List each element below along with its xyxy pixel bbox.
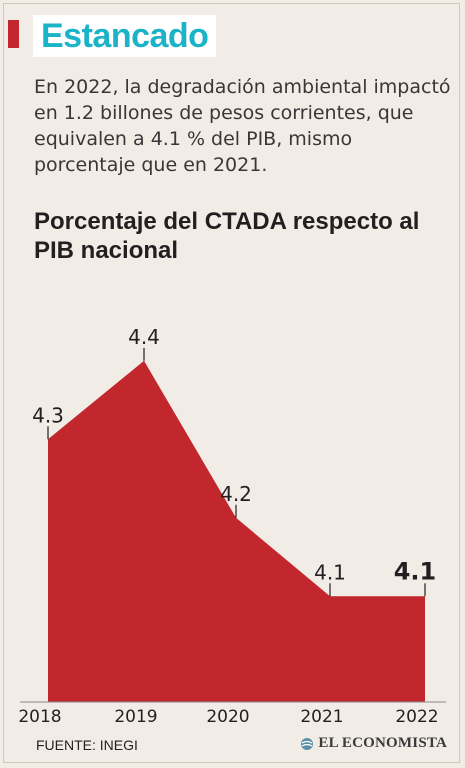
data-label: 4.1 — [314, 560, 346, 584]
x-tick-label: 2022 — [395, 707, 438, 727]
data-label: 4.4 — [128, 325, 160, 349]
description-text: En 2022, la degradación ambiental impact… — [34, 76, 451, 176]
page-title: Estancado — [41, 17, 209, 55]
x-tick-label: 2021 — [300, 707, 343, 727]
brand-name: EL ECONOMISTA — [318, 735, 447, 751]
frame-border — [3, 3, 460, 763]
x-tick-label: 2018 — [18, 707, 61, 727]
x-tick-label: 2019 — [114, 707, 157, 727]
title-box: Estancado — [33, 15, 217, 57]
data-label: 4.3 — [32, 403, 64, 427]
data-label: 4.1 — [394, 557, 437, 585]
globe-icon — [301, 737, 314, 750]
chart-title: Porcentaje del CTADA respecto al PIB nac… — [34, 208, 420, 264]
brand-logo: EL ECONOMISTA — [300, 735, 447, 752]
title-accent-bar — [8, 20, 19, 48]
data-label: 4.2 — [220, 482, 252, 506]
source-note: FUENTE: INEGI — [36, 737, 138, 753]
x-tick-label: 2020 — [206, 707, 249, 727]
area-series — [48, 360, 425, 702]
